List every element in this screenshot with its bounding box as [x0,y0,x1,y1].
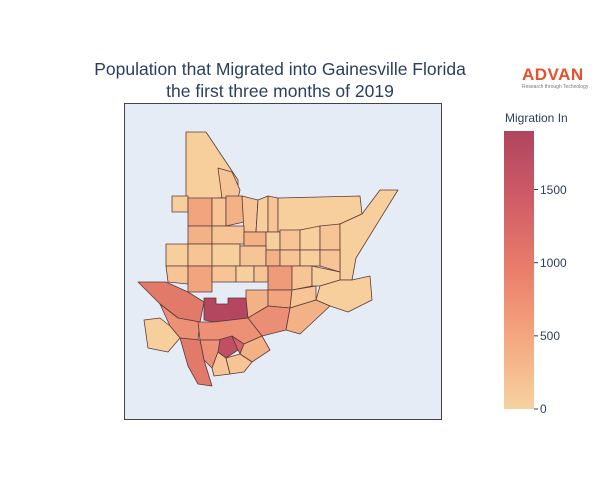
logo-wordmark: ADVAN [522,65,584,84]
colorbar-tick-label: 0 [540,402,547,416]
colorbar-tick-label: 1500 [540,182,567,197]
tract-region [187,265,213,293]
chart-title-line-2: the first three months of 2019 [166,81,394,101]
tract-region [285,299,331,335]
colorbar-gradient [504,131,534,409]
colorbar-title: Migration In [505,111,568,125]
chart-title: Population that Migrated into Gainesvill… [60,58,500,102]
tract-region [217,167,241,199]
tract-region [225,353,253,375]
tract-region [211,351,231,377]
tract-region [239,335,271,363]
advan-logo: ADVAN Research through Technology [522,66,592,91]
colorbar-tick-label: 500 [540,328,561,343]
tract-region [179,337,213,387]
tract-region [203,297,249,323]
chart-title-line-1: Population that Migrated into Gainesvill… [94,59,466,79]
colorbar-tick-label: 1000 [540,255,567,270]
logo-tagline: Research through Technology [522,84,589,90]
